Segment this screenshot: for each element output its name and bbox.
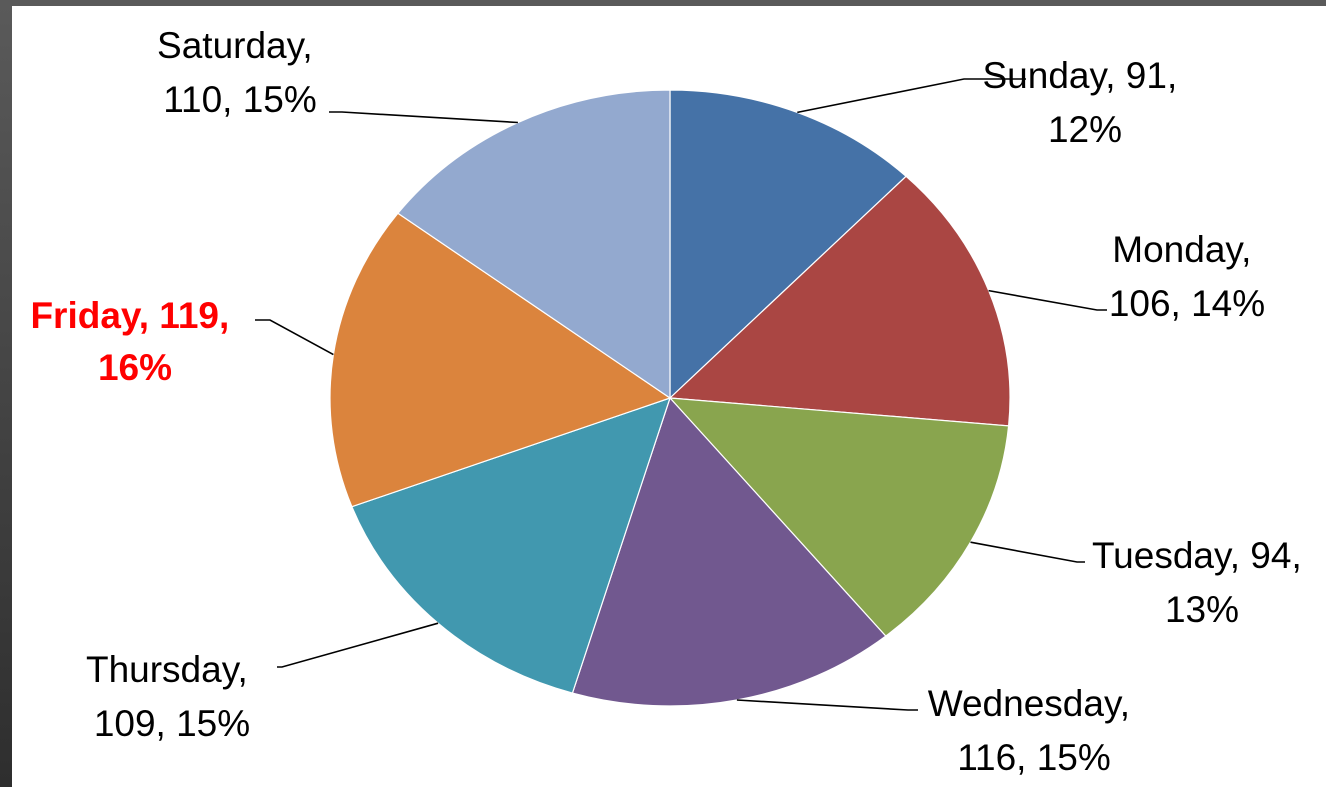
data-label-friday: Friday, 119, 16% bbox=[30, 295, 239, 388]
leader-line-tuesday bbox=[970, 541, 1085, 563]
data-labels: Sunday, 91, 12% Monday, 106, 14% Tuesday… bbox=[30, 25, 1312, 778]
pie-slice-friday bbox=[329, 212, 672, 508]
leader-line-saturday bbox=[329, 111, 518, 124]
data-label-tuesday: Tuesday, 94, 13% bbox=[1092, 535, 1312, 630]
pie-chart: Sunday, 91, 12% Monday, 106, 14% Tuesday… bbox=[30, 25, 1312, 778]
pie-slice-saturday bbox=[397, 89, 671, 400]
data-label-thursday: Thursday, 109, 15% bbox=[86, 649, 258, 744]
data-label-sunday: Sunday, 91, 12% bbox=[982, 55, 1187, 150]
data-label-saturday: Saturday, 110, 15% bbox=[157, 25, 323, 120]
pie-slice-thursday bbox=[351, 397, 671, 694]
chart-area: Sunday, 91, 12% Monday, 106, 14% Tuesday… bbox=[12, 6, 1326, 787]
pie-slices bbox=[329, 89, 1011, 707]
pie-slice-tuesday bbox=[668, 397, 1010, 637]
data-label-wednesday: Wednesday, 116, 15% bbox=[928, 683, 1141, 778]
leader-lines bbox=[255, 78, 1107, 711]
pie-slice-sunday bbox=[669, 89, 907, 400]
leader-line-friday bbox=[255, 319, 334, 356]
leader-line-wednesday bbox=[736, 699, 918, 711]
data-label-monday: Monday, 106, 14% bbox=[1109, 229, 1265, 324]
leader-line-monday bbox=[988, 289, 1107, 311]
leader-line-sunday bbox=[797, 78, 1026, 114]
leader-line-thursday bbox=[277, 622, 439, 668]
